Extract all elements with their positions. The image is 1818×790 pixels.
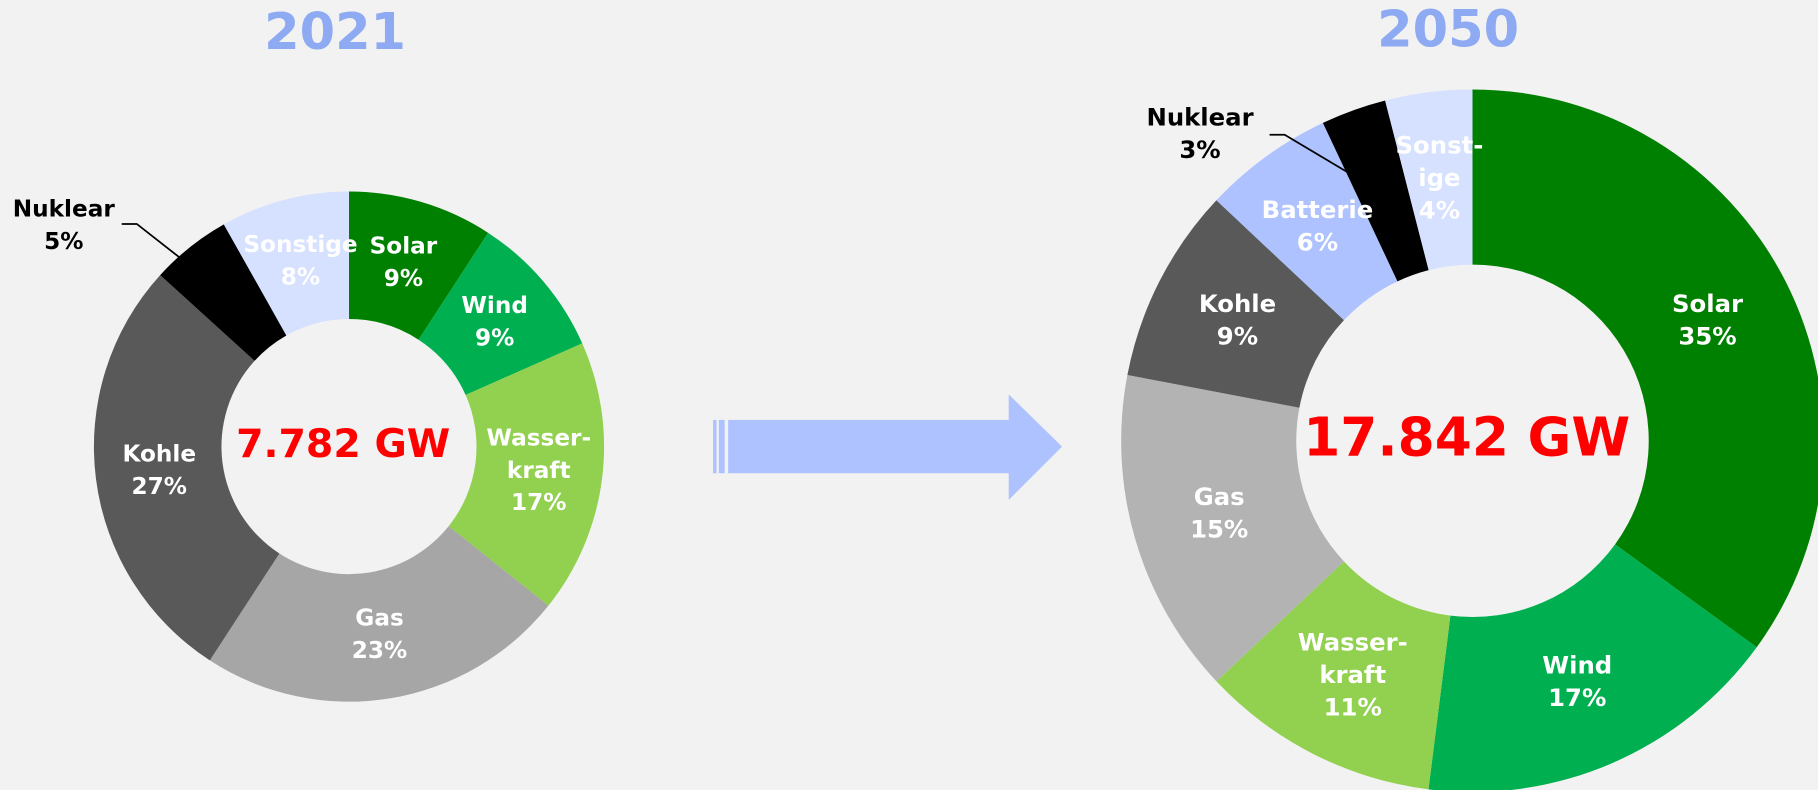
donut-slice: [93, 275, 280, 661]
slice-category-label: Wasser-kraft: [486, 424, 591, 483]
slice-category-label: Sonstige: [243, 231, 357, 258]
slice-value-label: 9%: [475, 324, 514, 351]
slice-category-label: Solar: [370, 232, 438, 259]
center-annotation: 17.842 GW: [1303, 405, 1630, 468]
donut-slice: [209, 526, 549, 702]
slice-category-label: Batterie: [1262, 195, 1374, 224]
slice-value-label: 15%: [1190, 515, 1248, 544]
slice-category-label: Kohle: [1199, 289, 1276, 318]
leader-line: [121, 223, 181, 259]
arrow-stripe: [713, 419, 717, 474]
slice-value-label: 8%: [281, 263, 320, 290]
slice-category-label: Wind: [1542, 651, 1612, 680]
slice-category-label: Nuklear: [13, 196, 116, 223]
slice-category-label: Nuklear: [1146, 102, 1253, 131]
slice-value-label: 17%: [511, 489, 566, 516]
slice-value-label: 4%: [1419, 196, 1460, 225]
slice-value-label: 35%: [1678, 321, 1736, 350]
donut-slice: [448, 343, 605, 606]
chart-title: 2050: [1377, 1, 1519, 60]
slice-category-label: Kohle: [122, 440, 196, 467]
donut-slice: [1428, 544, 1757, 790]
slice-value-label: 3%: [1179, 135, 1220, 164]
arrow-stripe: [718, 419, 725, 474]
arrow: [713, 394, 1063, 500]
slice-category-label: Gas: [1194, 482, 1245, 511]
slice-category-label: Gas: [355, 605, 403, 632]
slice-category-label: Solar: [1672, 289, 1743, 318]
donut-slice: [418, 232, 583, 395]
leader-line: [1269, 133, 1352, 175]
slice-value-label: 9%: [1217, 321, 1258, 350]
donut-slice: [1322, 100, 1429, 282]
donut-slice: [1216, 561, 1451, 790]
slice-category-label: Sonst-ige: [1396, 131, 1484, 192]
donut-slice: [1472, 89, 1818, 648]
donut-slice: [1127, 200, 1345, 408]
arrow-head: [1008, 394, 1063, 500]
donut-slice: [1121, 374, 1345, 682]
slice-value-label: 9%: [384, 265, 423, 292]
slice-value-label: 6%: [1297, 228, 1338, 257]
arrow-body: [728, 419, 1012, 474]
slice-value-label: 27%: [132, 473, 187, 500]
donut-slice: [348, 191, 489, 340]
slice-category-label: Wind: [461, 292, 528, 319]
slice-value-label: 17%: [1548, 683, 1606, 712]
donut-slice: [1216, 122, 1398, 321]
donut-slice: [1385, 89, 1473, 271]
chart-title: 2021: [264, 3, 406, 62]
slice-value-label: 5%: [44, 228, 83, 255]
slice-value-label: 23%: [352, 637, 407, 664]
slice-category-label: Wasser-kraft: [1298, 627, 1408, 688]
center-annotation: 7.782 GW: [236, 421, 450, 467]
slice-value-label: 11%: [1324, 692, 1382, 721]
donut-slice: [160, 224, 287, 361]
donut-slice: [223, 191, 349, 336]
